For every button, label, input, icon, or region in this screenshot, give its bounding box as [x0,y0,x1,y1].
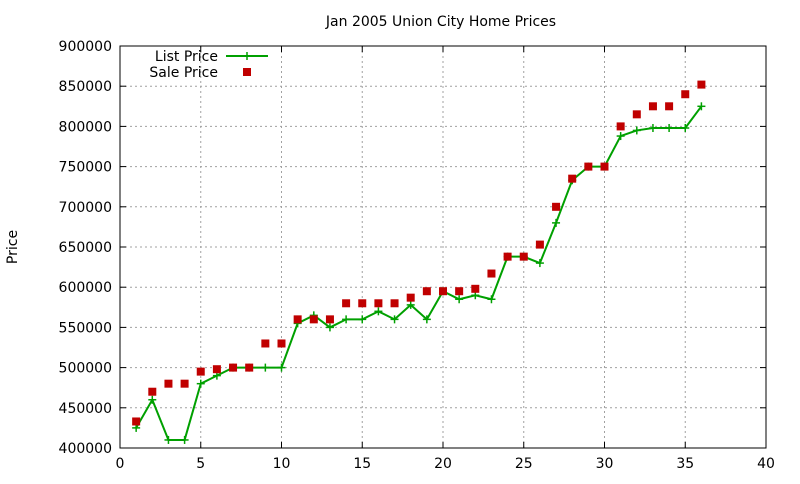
x-tick-label: 15 [353,456,371,472]
data-point [390,299,399,308]
data-point [325,315,334,324]
data-point [309,315,318,324]
data-point [261,339,270,348]
series-sale-price [132,80,706,426]
data-point [164,435,173,444]
y-tick-label: 900000 [59,39,112,55]
data-point [406,293,415,302]
y-axis-label: Price [5,230,21,264]
data-point [632,110,641,119]
data-point [503,252,512,261]
data-point [648,124,657,133]
data-point [455,287,464,296]
axes: 0 5 10 15 20 25 30 35 40 400000 450000 500000 550000… [59,39,775,472]
data-point [471,284,480,293]
plot-border [119,45,767,449]
data-point [584,162,593,171]
data-point [180,379,189,388]
y-tick-label: 750000 [59,160,112,176]
data-point [277,339,286,348]
legend-marker [243,68,251,76]
y-tick-label: 800000 [59,119,112,135]
data-point [148,395,157,404]
data-point [196,379,205,388]
data-point [681,90,690,99]
data-point [229,363,238,372]
data-point [616,132,625,141]
data-point [616,122,625,131]
data-point [406,300,415,309]
legend-label: List Price [155,49,218,65]
data-point [374,307,383,316]
y-tick-label: 450000 [59,401,112,417]
data-point [439,287,447,296]
data-point [600,162,609,171]
data-point [665,124,674,133]
data-point [196,367,205,376]
data-point [519,252,528,261]
data-point [665,102,674,111]
data-point [293,315,302,324]
data-point [422,315,431,324]
data-point [535,259,544,268]
x-tick-label: 5 [196,456,205,472]
data-point [148,387,157,396]
data-point [325,323,334,332]
data-point [681,124,690,133]
series-list-price [132,102,706,444]
x-tick-label: 10 [273,456,291,472]
data-point [422,287,431,296]
y-tick-label: 600000 [59,280,112,296]
data-point [342,315,351,324]
data-point [552,202,561,211]
data-point [132,417,141,426]
series-line [135,105,703,441]
data-point [245,363,254,372]
data-point [277,363,286,372]
y-tick-label: 500000 [59,361,112,377]
y-tick-label: 700000 [59,200,112,216]
data-point [342,299,351,308]
data-point [358,315,367,324]
data-point [455,295,464,304]
data-point [261,363,270,372]
chart-title: Jan 2005 Union City Home Prices [325,14,556,30]
data-point [535,240,544,249]
series-group [132,80,706,444]
y-tick-label: 650000 [59,240,112,256]
data-point [180,435,189,444]
x-tick-label: 25 [515,456,533,472]
data-point [697,80,706,89]
grid [120,46,766,448]
x-tick-label: 20 [434,456,452,472]
data-point [487,295,496,304]
y-tick-label: 400000 [59,441,112,457]
y-tick-label: 850000 [59,79,112,95]
data-point [390,315,399,324]
data-point [568,174,577,183]
x-tick-label: 40 [757,456,775,472]
y-tick-label: 550000 [59,320,112,336]
data-point [632,126,641,135]
x-tick-label: 35 [676,456,694,472]
legend-item: Sale Price [149,65,251,81]
data-point [648,102,657,111]
legend-item: List Price [155,49,268,65]
data-point [164,379,173,388]
legend-label: Sale Price [149,65,218,81]
legend-marker [243,52,251,60]
data-point [212,365,221,374]
x-tick-label: 0 [116,456,125,472]
data-point [552,218,561,227]
x-tick-label: 30 [596,456,614,472]
data-point [374,299,383,308]
data-point [487,269,496,278]
data-point [358,299,367,308]
data-point [697,102,706,111]
